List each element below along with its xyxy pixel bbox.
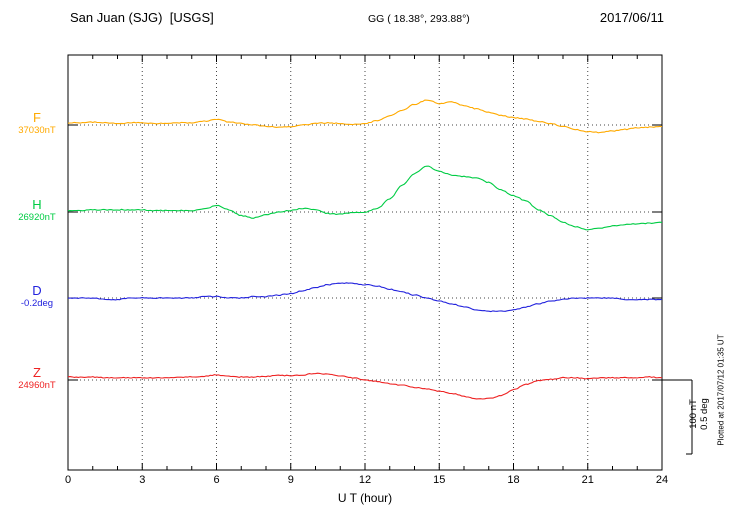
x-tick-label: 18 — [507, 474, 520, 486]
plot-date: 2017/06/11 — [599, 10, 664, 25]
trace-label-D: D -0.2deg — [8, 284, 66, 310]
trace-letter-H: H — [32, 197, 42, 212]
trace-H — [67, 165, 663, 231]
trace-baseline-H: 26920nT — [18, 212, 56, 223]
x-tick-label: 3 — [139, 474, 146, 486]
x-tick-label: 12 — [358, 474, 372, 486]
station-title: San Juan (SJG) [USGS] — [70, 10, 214, 25]
x-tick-label: 21 — [581, 474, 594, 486]
x-tick-label: 15 — [433, 474, 446, 486]
trace-baseline-F: 37030nT — [18, 125, 56, 136]
trace-letter-F: F — [33, 110, 41, 125]
trace-baseline-Z: 24960nT — [18, 380, 56, 391]
x-tick-label: 24 — [655, 474, 669, 486]
trace-label-F: F 37030nT — [8, 111, 66, 137]
plotted-at-note: Plotted at 2017/07/12 01:35 UT — [716, 334, 726, 446]
x-tick-label: 9 — [287, 474, 294, 486]
scale-bar-deg-label: 0.5 deg — [699, 398, 710, 430]
trace-label-Z: Z 24960nT — [8, 366, 66, 392]
scale-bar-nt-label: 100 nT — [688, 399, 699, 429]
trace-letter-D: D — [32, 283, 42, 298]
geo-coordinates: GG ( 18.38°, 293.88°) — [368, 13, 470, 25]
trace-F — [67, 99, 663, 134]
trace-baseline-D: -0.2deg — [20, 298, 54, 309]
x-tick-label: 0 — [64, 474, 72, 486]
x-axis-label: U T (hour) — [337, 491, 393, 505]
trace-letter-Z: Z — [33, 365, 41, 380]
x-tick-label: 6 — [213, 474, 220, 486]
trace-Z — [67, 372, 663, 400]
trace-label-H: H 26920nT — [8, 198, 66, 224]
trace-D — [67, 282, 663, 313]
scale-bar-labels: 100 nT 0.5 deg — [688, 398, 710, 430]
